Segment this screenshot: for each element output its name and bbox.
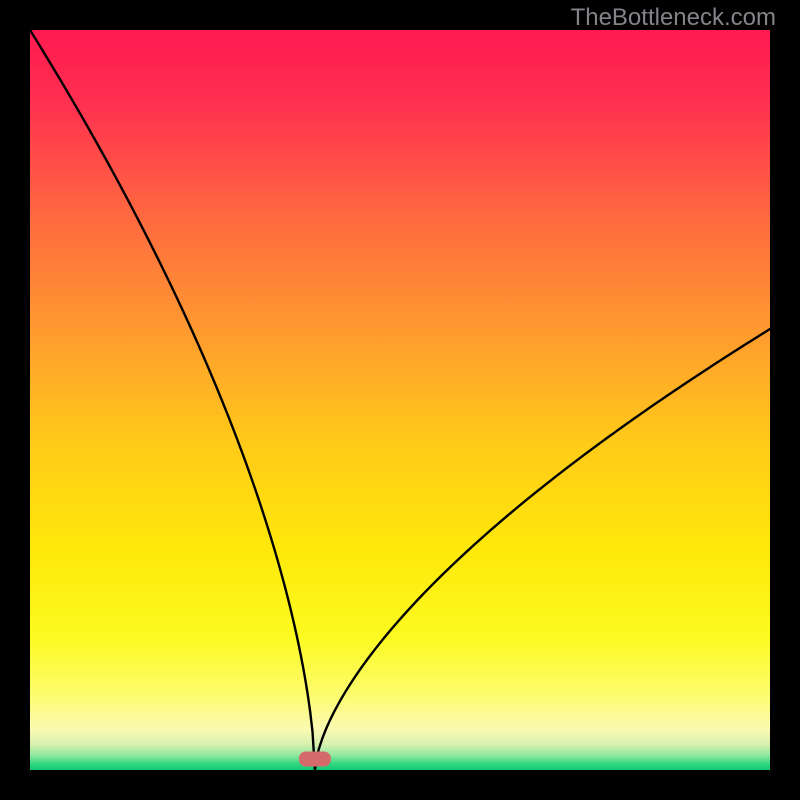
chart-frame: TheBottleneck.com [0, 0, 800, 800]
optimal-marker [299, 752, 331, 767]
watermark-text: TheBottleneck.com [571, 4, 776, 32]
chart-svg [0, 0, 800, 800]
